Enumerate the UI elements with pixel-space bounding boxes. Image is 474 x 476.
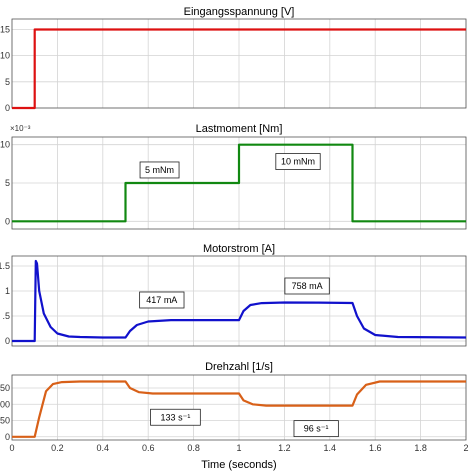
annotation-label: 758 mA [292, 281, 323, 291]
y-exponent-label: ×10⁻³ [10, 124, 31, 133]
series-line [12, 143, 466, 223]
series-line [12, 380, 466, 438]
annotation-box [139, 161, 180, 179]
annotation-box [275, 153, 321, 170]
y-tick-label: 5 [5, 178, 10, 188]
annotation-label: 417 mA [146, 295, 177, 305]
y-tick-label: 100 [0, 399, 10, 409]
x-axis-label: Time (seconds) [201, 459, 276, 471]
x-tick-label: 1.8 [414, 443, 427, 453]
axes-box [11, 136, 467, 230]
y-tick-label: 0 [5, 336, 10, 346]
y-tick-label: 10 [0, 51, 10, 61]
y-tick-label: 15 [0, 24, 10, 34]
y-tick-label: .5 [2, 311, 10, 321]
x-tick-label: 2 [463, 443, 468, 453]
y-tick-label: 5 [5, 77, 10, 87]
annotation-box [139, 291, 185, 309]
annotation-box [284, 277, 330, 295]
y-tick-label: 1 [5, 286, 10, 296]
panel-4: 0 50 100 150 Drehzahl [1/s] 133 s⁻¹ 96 s⁻¹ 0 0.2… [0, 361, 469, 453]
panel-title: Motorstrom [A] [203, 243, 275, 255]
y-tick-label: 0 [5, 103, 10, 113]
axes-box [11, 18, 467, 109]
series-line [12, 259, 467, 343]
panel-2: 0 5 10×10⁻³ Lastmoment [Nm] 5 mNm 10 mNm [0, 123, 467, 230]
x-tick-label: 1.4 [324, 443, 337, 453]
x-tick-label: 1 [236, 443, 241, 453]
x-tick-label: 0 [9, 443, 14, 453]
x-tick-label: 1.2 [278, 443, 291, 453]
annotation-label: 133 s⁻¹ [161, 412, 191, 422]
panel-1: 0 5 10 15 Eingangsspannung [V] [0, 6, 467, 113]
x-tick-label: 0.6 [142, 443, 155, 453]
annotation-label: 5 mNm [145, 165, 174, 175]
x-tick-label: 0.2 [51, 443, 64, 453]
y-tick-label: 0 [5, 216, 10, 226]
x-tick-label: 1.6 [369, 443, 382, 453]
y-tick-label: 150 [0, 383, 10, 393]
y-tick-label: 0 [5, 432, 10, 442]
annotation-label: 10 mNm [281, 157, 315, 167]
annotation-label: 96 s⁻¹ [304, 424, 329, 434]
series-line [12, 28, 466, 110]
y-tick-label: 10 [0, 140, 10, 150]
axes-box [11, 374, 467, 441]
panel-title: Drehzahl [1/s] [205, 361, 273, 373]
panel-3: 0 .5 1 1.5 Motorstrom [A] 417 mA 758 mA [0, 243, 467, 347]
x-tick-label: 0.8 [187, 443, 200, 453]
axes-box [11, 255, 467, 347]
y-tick-label: 1.5 [0, 261, 10, 271]
panel-title: Eingangsspannung [V] [184, 6, 295, 18]
panel-title: Lastmoment [Nm] [196, 123, 283, 135]
y-tick-label: 50 [0, 416, 10, 426]
annotation-box [293, 420, 339, 438]
x-tick-label: 0.4 [97, 443, 110, 453]
annotation-box [150, 408, 201, 426]
